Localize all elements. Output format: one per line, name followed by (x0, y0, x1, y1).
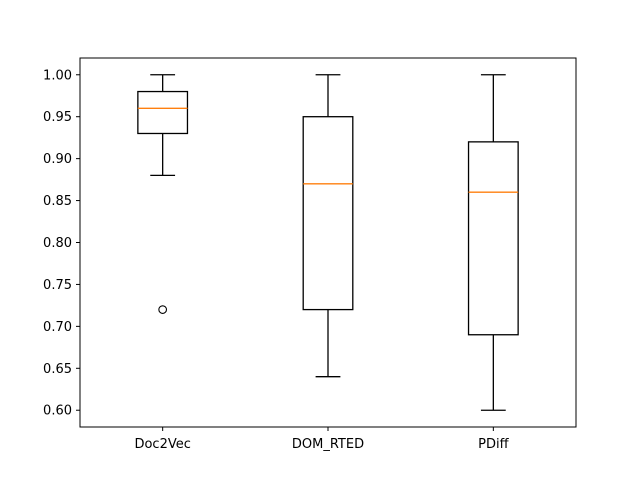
box-iqr (302, 116, 354, 311)
box-group (137, 74, 189, 314)
box-group (467, 74, 519, 411)
axes: 0.60 0.65 0.70 0.75 0.80 0.85 0.90 0.95 1.00 Doc2… (43, 57, 577, 452)
y-tick-label: 0.90 (43, 152, 72, 167)
y-tick-label: 0.80 (43, 236, 72, 251)
y-tick-label: 0.85 (43, 194, 72, 209)
y-tick-label: 0.65 (43, 362, 72, 377)
y-tick-label: 0.95 (43, 110, 72, 125)
plot-marks (137, 74, 519, 411)
x-tick-label: Doc2Vec (134, 437, 190, 452)
box-iqr (467, 141, 519, 336)
y-tick-label: 0.75 (43, 278, 72, 293)
y-tick-label: 1.00 (43, 68, 72, 83)
outlier-point (158, 305, 168, 314)
y-tick-label: 0.60 (43, 404, 72, 419)
x-tick-label: DOM_RTED (292, 437, 364, 452)
y-tick-label: 0.70 (43, 320, 72, 335)
box-group (302, 74, 354, 378)
x-tick-label: PDiff (478, 437, 509, 452)
box-iqr (137, 90, 189, 135)
